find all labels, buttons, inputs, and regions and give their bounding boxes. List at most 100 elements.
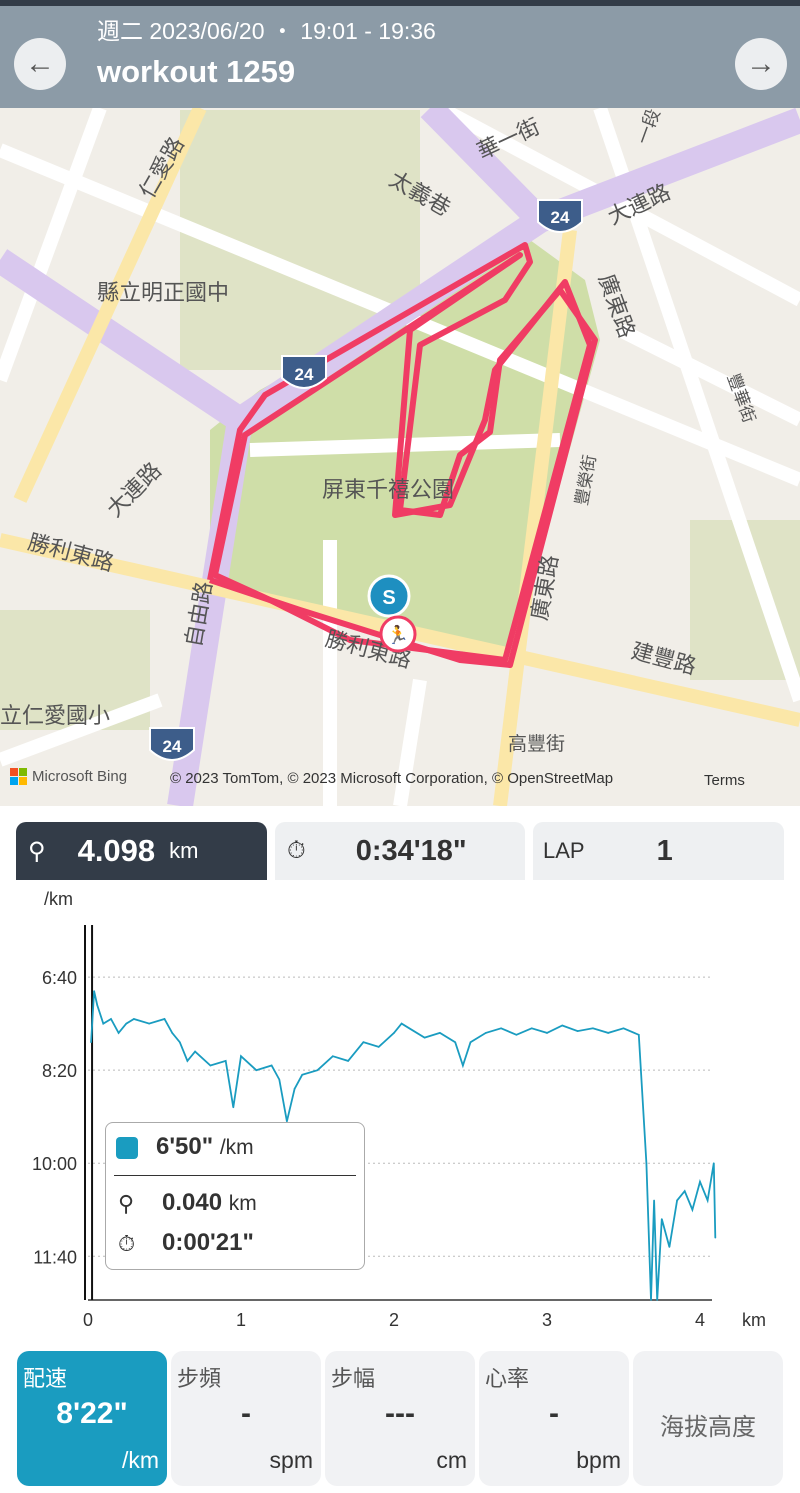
pace-point	[316, 1069, 319, 1071]
finish-runner-icon[interactable]: 🏃	[379, 615, 417, 653]
pace-point	[125, 1022, 128, 1025]
svg-text:24: 24	[295, 365, 314, 384]
pace-point	[110, 1018, 112, 1020]
pace-point	[270, 1064, 273, 1067]
pace-point	[656, 1299, 658, 1301]
pace-point	[660, 1218, 663, 1220]
pace-point	[102, 1022, 105, 1025]
pace-point	[714, 1236, 717, 1239]
map-label: 一段	[633, 108, 665, 147]
lap-value: 1	[656, 834, 673, 867]
pace-point	[622, 1027, 625, 1030]
pace-point	[148, 1022, 150, 1025]
distance-tab[interactable]: ⚲ 4.098 km	[16, 822, 267, 880]
pace-point	[645, 1162, 648, 1165]
lap-tab[interactable]: LAP 1	[533, 822, 784, 880]
pace-point	[232, 1106, 235, 1109]
pace-point	[347, 1060, 349, 1062]
tile-value: ---	[385, 1397, 415, 1430]
metric-tile-0[interactable]: 配速 8'22" /km	[17, 1351, 167, 1486]
tile-label: 配速	[23, 1366, 68, 1391]
metric-tile-2[interactable]: 步幅 --- cm	[325, 1351, 475, 1486]
tile-unit: cm	[436, 1447, 467, 1473]
pace-point	[133, 1018, 135, 1020]
svg-text:S: S	[382, 587, 395, 609]
pace-point	[423, 1036, 426, 1039]
tile-unit: spm	[269, 1447, 313, 1473]
pace-point	[224, 1060, 227, 1062]
duration-tab[interactable]: ⏱ 0:34'18"	[275, 822, 525, 880]
pace-point	[530, 1027, 533, 1030]
pace-point	[400, 1022, 403, 1025]
pace-point	[96, 1004, 98, 1006]
pace-point	[454, 1041, 457, 1044]
start-marker-icon[interactable]: S	[367, 574, 411, 618]
pace-point	[515, 1034, 518, 1036]
x-tick-label: 4	[695, 1310, 705, 1330]
workout-date: 週二 2023/06/20 ・ 19:01 - 19:36	[97, 18, 436, 44]
x-tick-label: 2	[389, 1310, 399, 1330]
y-tick-label: 6:40	[42, 968, 77, 988]
distance-value: 4.098	[77, 833, 156, 868]
map-label: 勝利東路	[25, 530, 116, 577]
pace-point	[362, 1041, 365, 1044]
pace-point	[93, 990, 95, 992]
map-label: 豐榮街	[572, 453, 601, 507]
route-map[interactable]: 仁愛路 華一街 太義巷 大連路 縣立明正國中 廣東路 豐華街 屏東千禧公園 豐榮…	[0, 108, 800, 806]
pace-point	[607, 1032, 609, 1034]
svg-text:24: 24	[163, 737, 182, 756]
duration-value: 0:34'18"	[355, 834, 467, 867]
pace-point	[255, 1069, 258, 1071]
map-label: 廣東路	[593, 271, 639, 342]
terms-link[interactable]: Terms	[704, 772, 745, 789]
pace-point	[194, 1050, 196, 1053]
tooltip-distance: 0.040	[162, 1189, 223, 1216]
route-pin-icon: ⚲	[28, 837, 46, 865]
bing-logo: Microsoft Bing	[10, 768, 127, 785]
metric-tile-4[interactable]: 海拔高度	[633, 1351, 783, 1486]
map-label: 縣立明正國中	[97, 281, 229, 306]
pace-point	[240, 1055, 242, 1058]
pace-point	[293, 1087, 296, 1090]
tile-unit: /km	[121, 1447, 159, 1473]
pace-point	[576, 1030, 579, 1032]
pace-point	[278, 1078, 281, 1081]
pace-chart[interactable]: 6:40 8:20 10:00 11:40 0 1 2 3 4/km km 6'50" /km ⚲…	[0, 880, 800, 1340]
pace-point	[286, 1120, 288, 1123]
map-label: 屏東千禧公園	[322, 478, 454, 503]
pace-point	[691, 1208, 694, 1211]
route-pin-icon: ⚲	[118, 1191, 135, 1216]
stopwatch-icon: ⏱	[287, 837, 306, 864]
pace-point	[546, 1032, 548, 1034]
arrow-left-icon[interactable]: ←	[14, 38, 66, 90]
pace-point	[90, 1041, 92, 1044]
metric-tile-3[interactable]: 心率 - bpm	[479, 1351, 629, 1486]
pace-point	[699, 1181, 701, 1183]
pace-point	[117, 1032, 120, 1034]
x-axis-label: km	[742, 1310, 766, 1330]
map-label: 高豐街	[508, 733, 565, 755]
pace-point	[638, 1034, 640, 1036]
y-tick-label: 11:40	[33, 1247, 77, 1267]
pace-point	[485, 1032, 487, 1034]
pace-point	[668, 1246, 671, 1248]
arrow-right-icon[interactable]: →	[735, 38, 787, 90]
stopwatch-icon: ⏱	[118, 1231, 136, 1256]
tile-value: -	[549, 1397, 559, 1430]
pace-point	[179, 1041, 181, 1044]
chart-tooltip: 6'50" /km ⚲ 0.040 km ⏱ 0:00'21"	[105, 1122, 365, 1270]
pace-point	[209, 1064, 212, 1067]
svg-text:🏃: 🏃	[387, 624, 409, 645]
pace-point	[332, 1055, 334, 1058]
tooltip-pace: 6'50"	[156, 1133, 214, 1160]
pace-point	[301, 1074, 304, 1076]
pace-point	[439, 1032, 441, 1034]
header: ← 週二 2023/06/20 ・ 19:01 - 19:36 workout …	[0, 0, 800, 108]
pace-point	[500, 1027, 502, 1030]
metric-tile-1[interactable]: 步頻 - spm	[171, 1351, 321, 1486]
tile-unit: bpm	[576, 1447, 621, 1473]
map-label: 建豐路	[628, 639, 698, 680]
pace-point	[469, 1041, 472, 1044]
tile-value: 8'22"	[56, 1397, 128, 1430]
pace-point	[653, 1199, 655, 1202]
